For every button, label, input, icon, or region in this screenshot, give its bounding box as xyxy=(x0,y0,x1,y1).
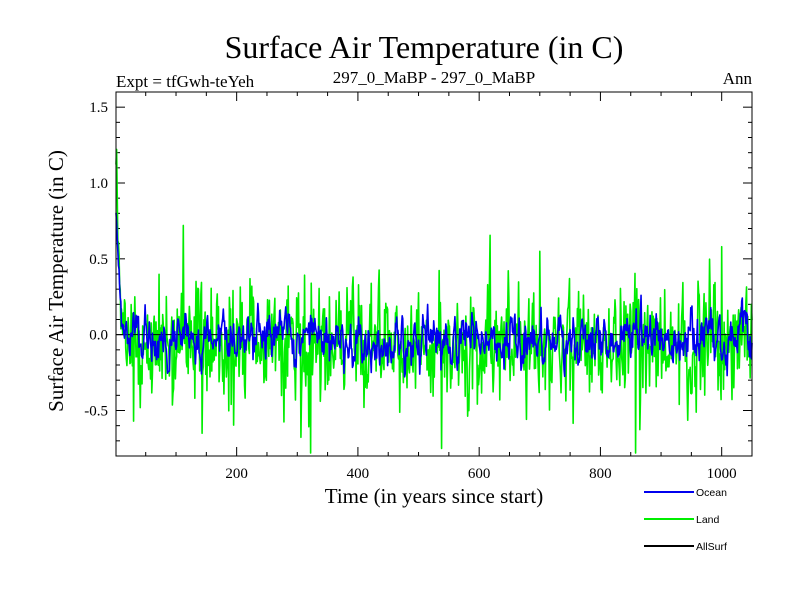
plot-frame xyxy=(115,91,753,457)
legend-label-allsurf: AllSurf xyxy=(696,541,727,553)
legend-item-land: Land xyxy=(644,514,720,526)
x-tick-label: 600 xyxy=(468,466,491,482)
x-tick-label: 800 xyxy=(589,466,612,482)
y-tick-label: 1.5 xyxy=(89,100,108,116)
x-tick-label: 200 xyxy=(225,466,248,482)
series-line-land xyxy=(115,148,753,454)
x-axis-label: Time (in years since start) xyxy=(325,484,544,508)
legend-label-land: Land xyxy=(696,514,720,526)
x-tick-label: 400 xyxy=(347,466,370,482)
legend-label-ocean: Ocean xyxy=(696,487,727,499)
y-axis-label: Surface Air Temperature (in C) xyxy=(44,150,68,412)
experiment-label: Expt = tfGwh-teYeh xyxy=(116,72,255,91)
season-label: Ann xyxy=(723,69,753,88)
y-tick-label: -0.5 xyxy=(84,404,108,420)
x-tick-label: 1000 xyxy=(707,466,737,482)
plot-area: 1.5 1.0 0.5 0.0 -0.5 200 400 600 800 1000 xyxy=(84,91,753,482)
legend-item-ocean: Ocean xyxy=(644,487,727,499)
legend-item-allsurf: AllSurf xyxy=(644,541,727,553)
series-line-ocean xyxy=(115,212,753,378)
legend: Ocean Land AllSurf xyxy=(644,487,727,553)
y-tick-label: 0.0 xyxy=(89,328,108,344)
chart-title: Surface Air Temperature (in C) xyxy=(225,29,624,65)
chart-subtitle: 297_0_MaBP - 297_0_MaBP xyxy=(333,68,535,87)
y-tick-label: 1.0 xyxy=(89,176,108,192)
y-tick-label: 0.5 xyxy=(89,252,108,268)
